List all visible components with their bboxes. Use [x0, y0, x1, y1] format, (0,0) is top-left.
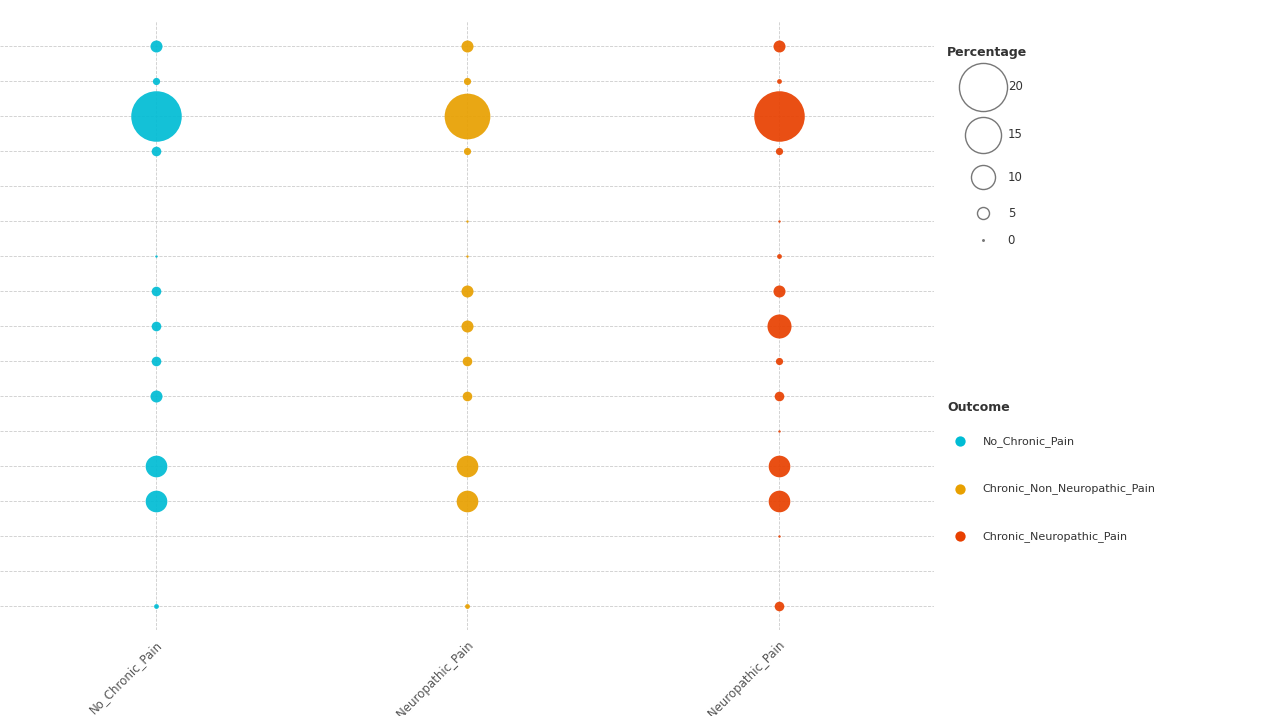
Text: No_Chronic_Pain: No_Chronic_Pain — [983, 436, 1074, 447]
Point — [950, 435, 970, 447]
Point — [973, 129, 993, 140]
Text: 15: 15 — [1007, 128, 1023, 141]
Point — [457, 495, 477, 506]
Point — [768, 250, 788, 261]
Point — [146, 145, 166, 157]
Point — [973, 208, 993, 219]
Point — [146, 40, 166, 52]
Point — [768, 75, 788, 87]
Point — [146, 285, 166, 296]
Point — [146, 320, 166, 332]
Text: 0: 0 — [1007, 234, 1015, 247]
Point — [457, 75, 477, 87]
Point — [973, 172, 993, 183]
Point — [457, 250, 477, 261]
Point — [457, 390, 477, 402]
Point — [768, 110, 788, 122]
Point — [146, 460, 166, 471]
Point — [146, 600, 166, 611]
Point — [768, 285, 788, 296]
Point — [973, 81, 993, 92]
Point — [768, 215, 788, 226]
Point — [457, 600, 477, 611]
Point — [768, 390, 788, 402]
Point — [457, 320, 477, 332]
Point — [457, 145, 477, 157]
Point — [768, 145, 788, 157]
Point — [768, 320, 788, 332]
Point — [146, 355, 166, 367]
Point — [768, 600, 788, 611]
Text: Chronic_Non_Neuropathic_Pain: Chronic_Non_Neuropathic_Pain — [983, 483, 1156, 494]
Point — [768, 40, 788, 52]
Point — [768, 530, 788, 541]
Point — [768, 425, 788, 437]
Point — [457, 110, 477, 122]
Point — [950, 531, 970, 542]
Point — [146, 495, 166, 506]
Text: 5: 5 — [1007, 207, 1015, 220]
Point — [950, 483, 970, 495]
Point — [146, 390, 166, 402]
Point — [768, 495, 788, 506]
Text: 20: 20 — [1007, 80, 1023, 94]
Text: 10: 10 — [1007, 171, 1023, 184]
Text: Percentage: Percentage — [947, 46, 1028, 59]
Text: Outcome: Outcome — [947, 401, 1010, 415]
Point — [973, 235, 993, 246]
Point — [457, 460, 477, 471]
Point — [146, 110, 166, 122]
Text: Chronic_Neuropathic_Pain: Chronic_Neuropathic_Pain — [983, 531, 1128, 541]
Point — [768, 355, 788, 367]
Point — [457, 215, 477, 226]
Point — [457, 285, 477, 296]
Point — [457, 355, 477, 367]
Point — [457, 40, 477, 52]
Point — [146, 250, 166, 261]
Point — [146, 75, 166, 87]
Point — [768, 460, 788, 471]
